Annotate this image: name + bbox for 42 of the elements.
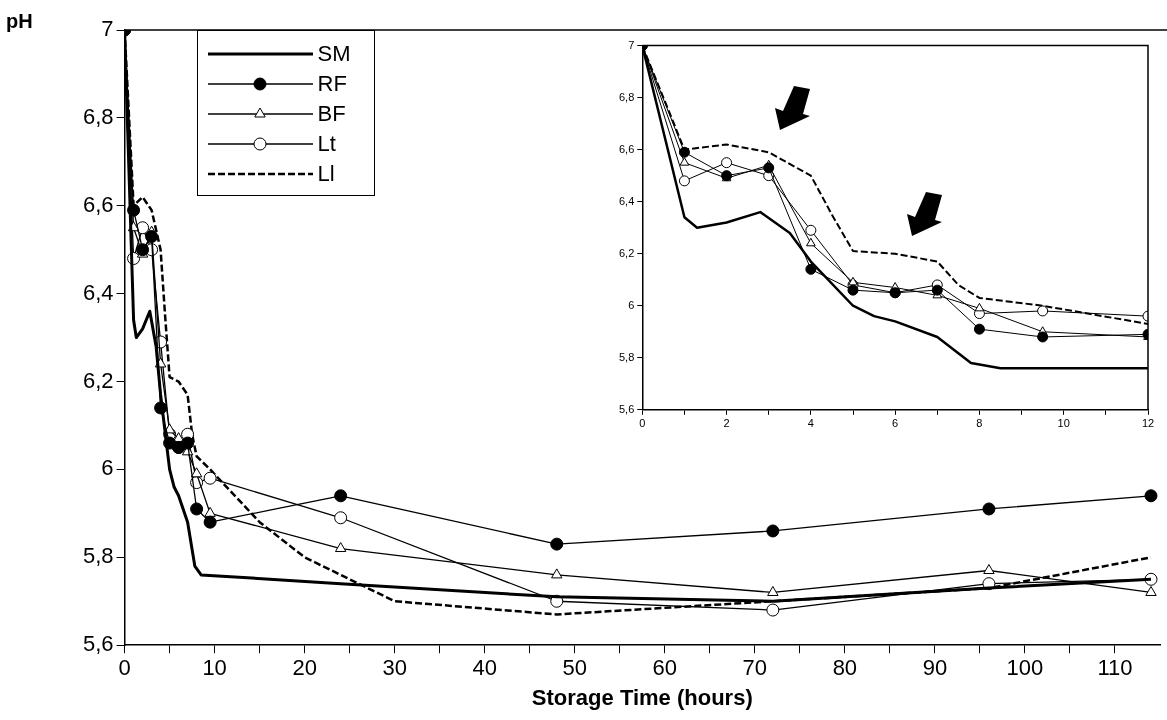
y-tick-label: 6,2: [82, 367, 114, 393]
x-tick-label: 110: [1097, 655, 1133, 681]
x-tick-label: 6: [892, 417, 899, 430]
y-tick-label: 6,8: [618, 90, 635, 103]
y-tick-label: 7: [101, 16, 114, 42]
x-axis-title: Storage Time (hours): [531, 684, 753, 710]
x-tick-label: 10: [202, 655, 227, 681]
x-tick-label: 8: [976, 417, 983, 430]
y-tick-label: 5,8: [618, 350, 635, 363]
y-tick-label: 6,6: [82, 191, 114, 217]
y-tick-label: 6,6: [618, 142, 635, 155]
x-tick-label: 90: [922, 655, 948, 681]
legend-label: RF: [317, 71, 347, 97]
legend-label: BF: [317, 101, 346, 127]
x-tick-label: 30: [382, 655, 407, 681]
x-tick-label: 10: [1057, 417, 1070, 430]
x-tick-label: 2: [723, 417, 730, 430]
x-tick-label: 70: [742, 655, 768, 681]
y-tick-label: 5,6: [82, 631, 114, 657]
y-tick-label: 6,8: [82, 103, 114, 129]
x-tick-label: 100: [1006, 655, 1044, 681]
x-tick-label: 0: [118, 655, 131, 681]
x-tick-label: 20: [292, 655, 317, 681]
y-tick-label: 7: [628, 38, 635, 51]
x-tick-label: 4: [807, 417, 814, 430]
y-tick-label: 6,4: [82, 279, 114, 305]
x-tick-label: 50: [562, 655, 588, 681]
x-tick-label: 80: [832, 655, 858, 681]
x-tick-label: 0: [639, 417, 646, 430]
y-tick-label: 6,4: [618, 194, 635, 207]
x-tick-label: 12: [1141, 417, 1155, 430]
legend-label: Ll: [317, 161, 335, 187]
y-tick-label: 5,8: [82, 543, 114, 569]
y-tick-label: 6,2: [618, 246, 635, 259]
x-tick-label: 60: [652, 655, 678, 681]
y-tick-label: 6: [101, 455, 114, 481]
legend-label: SM: [317, 41, 351, 67]
x-tick-label: 40: [472, 655, 497, 681]
y-tick-label: 5,6: [618, 402, 635, 415]
legend-label: Lt: [317, 131, 336, 157]
y-tick-label: 6: [628, 298, 635, 311]
y-axis-title: pH: [6, 9, 33, 32]
